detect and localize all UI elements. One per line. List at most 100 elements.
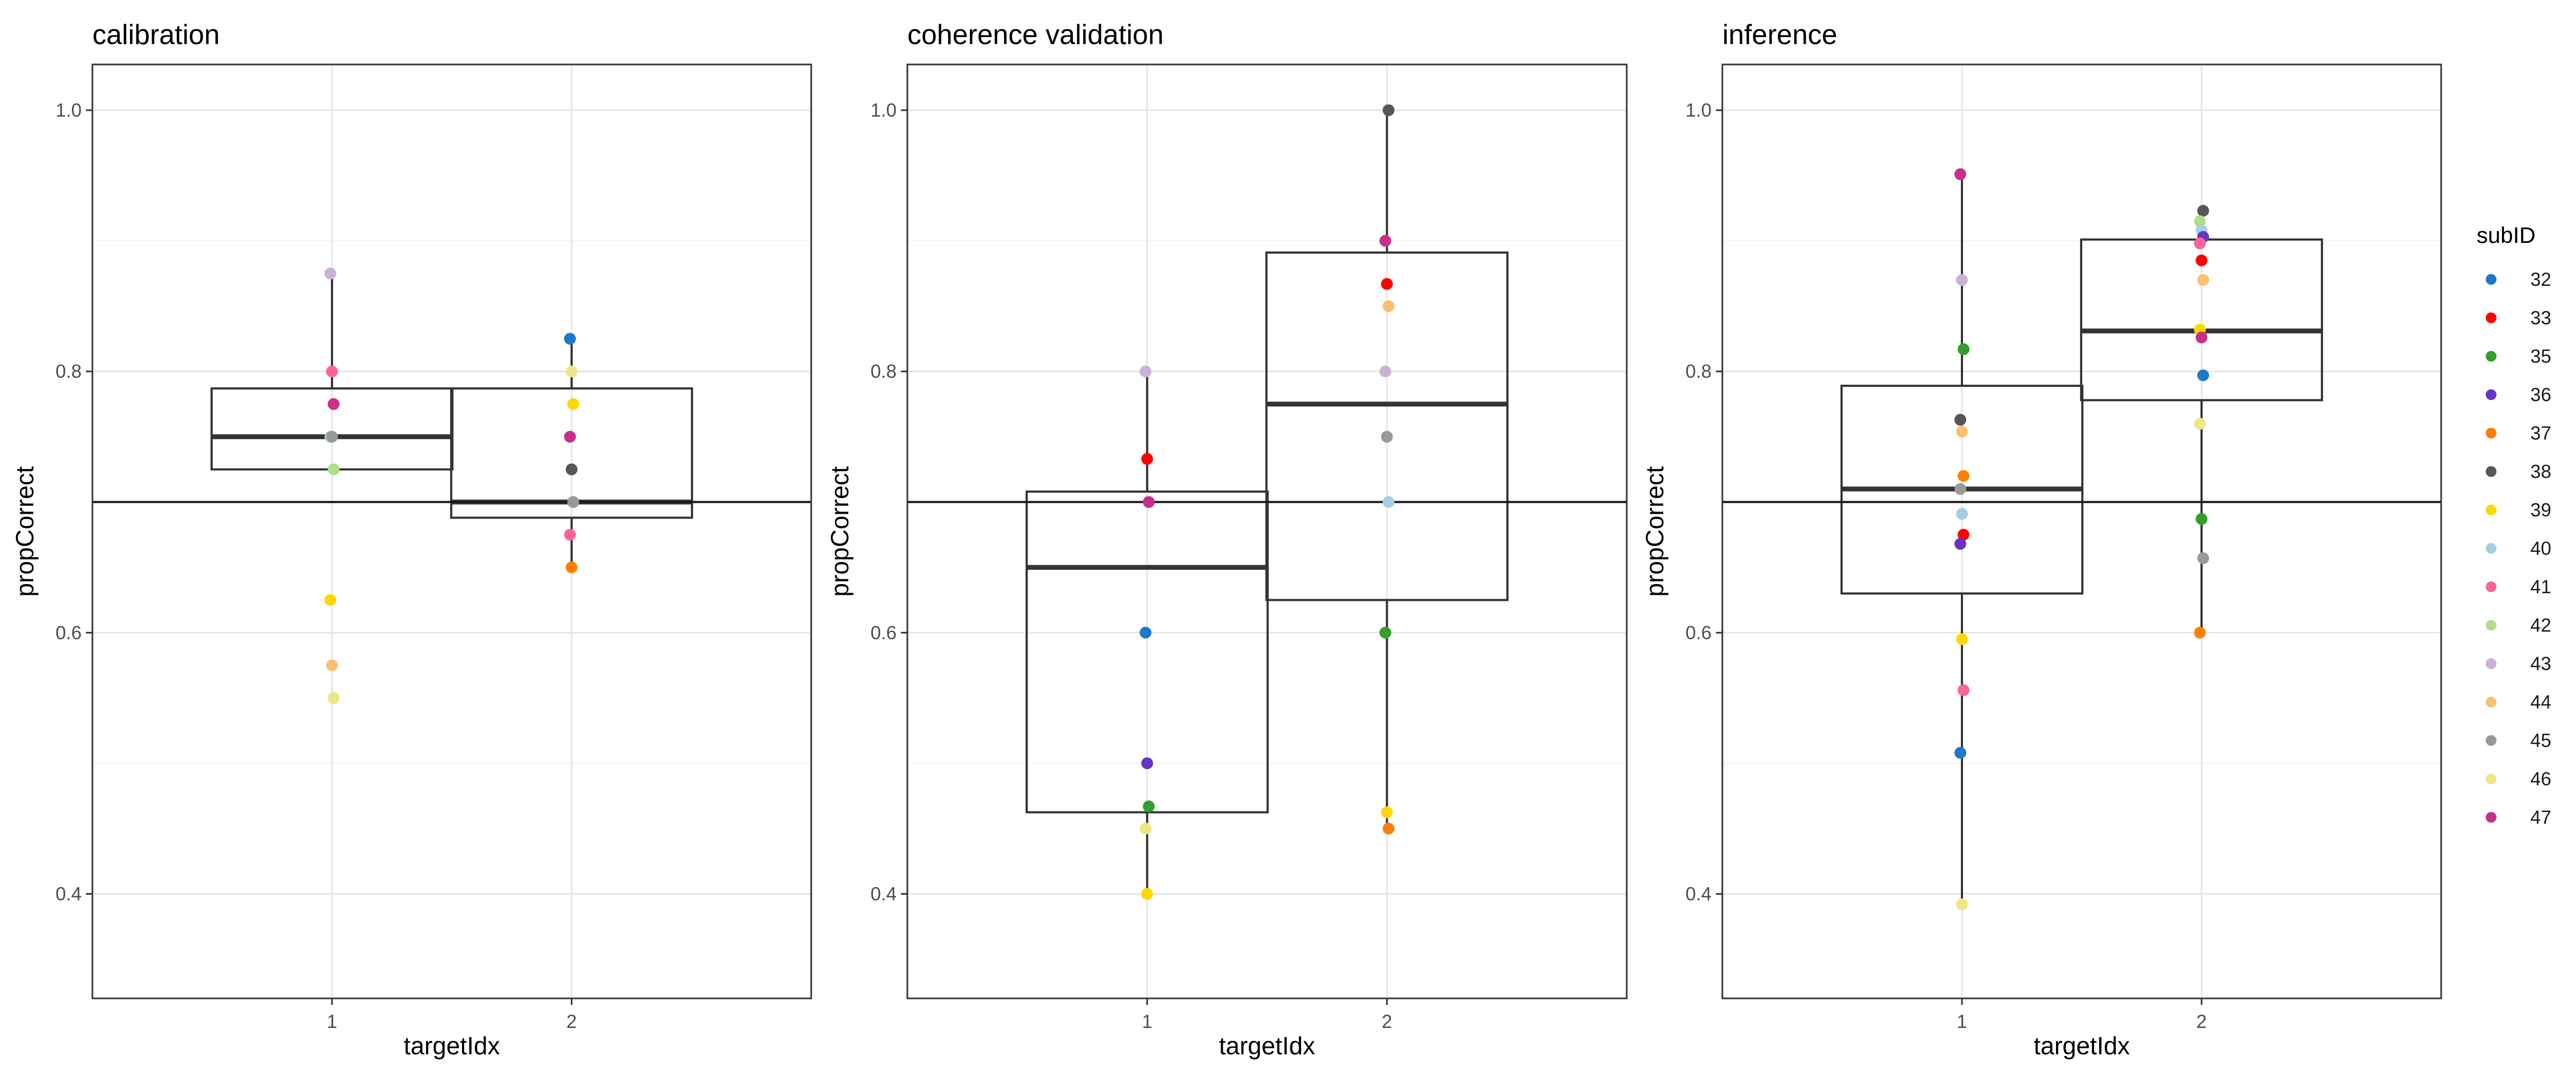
legend-key [2486,543,2496,554]
y-tick-label: 1.0 [1685,100,1712,121]
point-sub-45 [1954,483,1966,495]
panel-3: 0.4 0.6 0.8 1.0 1 2 inference targetIdx propCorr… [1641,19,2442,1060]
point-sub-46 [328,692,340,704]
legend-key [2486,773,2496,785]
legend-label: 47 [2530,807,2551,828]
point-sub-39 [1956,633,1968,645]
legend-item-32: 32 [2486,269,2551,290]
point-sub-37 [1958,470,1969,482]
legend-item-38: 38 [2486,462,2551,483]
point-sub-33 [2196,254,2207,267]
point-sub-37 [566,561,578,573]
plot-background [92,64,811,998]
point-sub-35 [1958,343,1969,355]
point-sub-46 [1139,823,1152,835]
legend-key [2486,658,2496,669]
y-tick-label: 1.0 [870,100,897,121]
point-sub-47 [1379,235,1391,247]
panel-title: inference [1722,19,1837,51]
point-sub-42 [2194,215,2206,227]
point-sub-38 [1382,104,1395,117]
point-sub-44 [1956,426,1968,438]
legend-item-45: 45 [2486,730,2551,751]
legend-label: 37 [2530,423,2551,444]
panel-2: 0.4 0.6 0.8 1.0 1 2 coherence validation target… [826,19,1628,1060]
point-sub-43 [1956,274,1968,286]
point-sub-39 [324,594,336,606]
legend-item-43: 43 [2486,653,2551,674]
panel-title: calibration [92,19,220,51]
panel-border [91,63,812,999]
points [1139,104,1395,900]
legend-label: 40 [2530,538,2551,559]
point-sub-45 [326,430,338,443]
point-sub-40 [1382,496,1395,508]
point-sub-33 [1141,453,1153,465]
box-2 [1265,110,1509,829]
legend-label: 36 [2530,385,2551,406]
y-tick-label: 0.6 [870,622,897,643]
point-sub-44 [1382,300,1395,312]
legend-item-35: 35 [2486,346,2551,367]
point-sub-47 [1954,168,1966,181]
y-tick-label: 0.8 [870,361,897,382]
point-sub-41 [1958,684,1969,696]
legend-key [2486,696,2496,708]
point-sub-36 [1954,538,1966,550]
chart-panels: 0.4 0.6 0.8 1.0 1 2 calibration targetIdx propCo… [11,19,2442,1060]
y-tick-label: 0.8 [1685,361,1712,382]
point-sub-43 [1379,365,1391,378]
point-sub-46 [566,365,578,378]
point-sub-32 [2197,369,2209,382]
legend-key [2486,735,2496,746]
legend-label: 45 [2530,730,2551,751]
point-sub-43 [324,267,336,279]
point-sub-37 [2194,627,2206,639]
legend-item-39: 39 [2486,500,2551,521]
legend-label: 32 [2530,269,2551,290]
legend-item-46: 46 [2486,769,2551,790]
panel-border [1721,63,2442,999]
y-tick-label: 0.4 [1685,884,1712,905]
legend-label: 33 [2530,308,2551,329]
x-axis-title: targetIdx [1219,1032,1315,1060]
point-sub-45 [567,496,579,508]
legend-key [2486,351,2496,362]
point-sub-38 [2197,205,2209,217]
legend-label: 41 [2530,577,2551,598]
legend-item-41: 41 [2486,577,2551,598]
legend-label: 44 [2530,692,2551,713]
x-tick-label: 1 [1957,1011,1967,1032]
x-tick-label: 2 [2196,1011,2206,1032]
x-tick-label: 1 [1142,1011,1152,1032]
legend-key [2486,505,2496,515]
legend-key [2486,312,2496,323]
y-tick-label: 0.6 [1685,622,1712,643]
x-axis-title: targetIdx [2034,1032,2130,1060]
point-sub-40 [1956,508,1968,520]
x-tick-label: 1 [327,1011,337,1032]
y-axis-title: propCorrect [826,466,854,596]
x-tick-label: 2 [566,1011,576,1032]
point-sub-47 [328,398,340,410]
point-sub-47 [2196,332,2207,344]
point-sub-35 [1379,627,1391,639]
point-sub-41 [2194,238,2206,250]
points [1954,168,2209,910]
box-body [1026,490,1269,814]
y-axis-title: propCorrect [1641,466,1669,596]
point-sub-41 [564,529,576,541]
legend-label: 38 [2530,462,2551,483]
point-sub-36 [1141,757,1153,769]
y-tick-label: 0.4 [55,884,82,905]
box-body [450,387,694,519]
point-sub-45 [2197,552,2209,564]
legend-key [2486,812,2496,823]
point-sub-44 [326,659,338,672]
point-sub-43 [1139,365,1152,378]
legend-key [2486,428,2496,438]
legend-item-42: 42 [2486,615,2551,636]
y-tick-label: 0.4 [870,884,897,905]
point-sub-46 [1956,898,1968,910]
legend-title: subID [2477,222,2536,248]
